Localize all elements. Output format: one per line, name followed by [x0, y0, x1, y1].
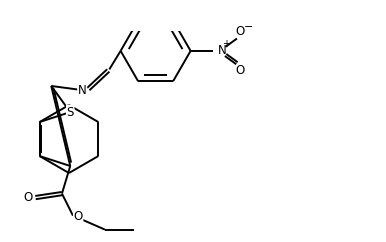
Text: −: − — [244, 22, 253, 32]
Text: +: + — [222, 39, 230, 49]
Text: O: O — [73, 210, 83, 223]
Text: O: O — [235, 64, 245, 77]
Text: O: O — [24, 191, 33, 204]
Text: N: N — [78, 83, 86, 97]
Text: O: O — [235, 25, 245, 38]
Text: N: N — [217, 44, 226, 57]
Text: S: S — [66, 106, 74, 119]
